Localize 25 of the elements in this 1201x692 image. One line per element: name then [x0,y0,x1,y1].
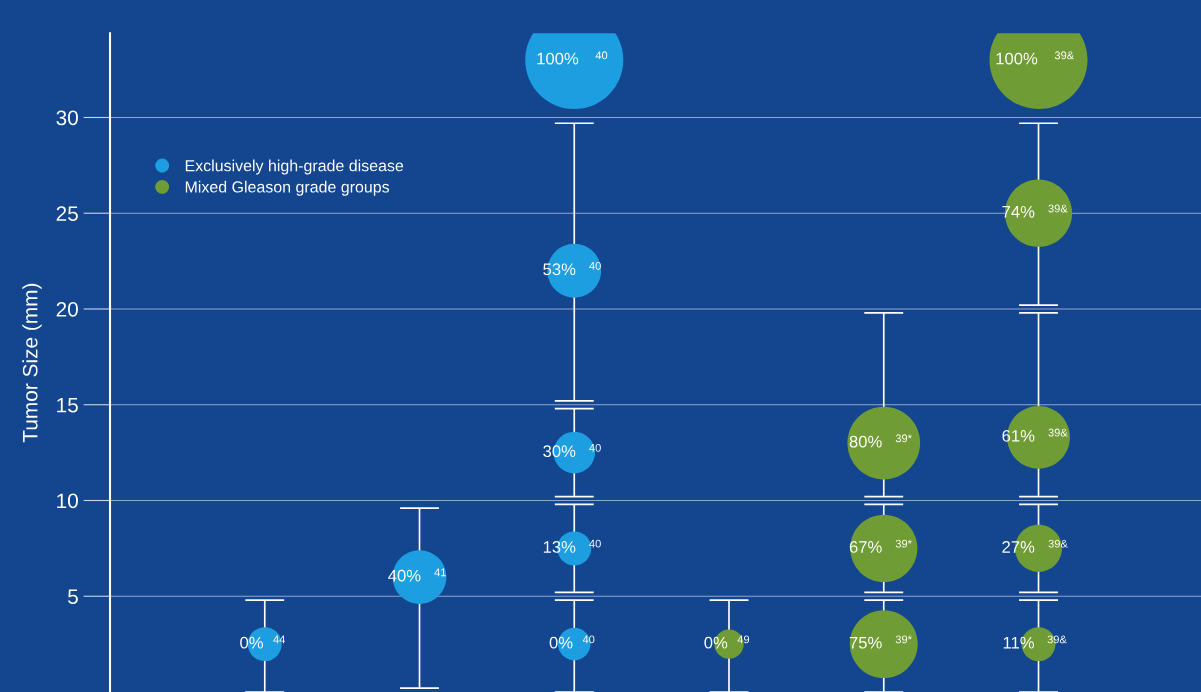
data-label: 11%39& [1003,635,1067,649]
data-label: 27%39& [1002,539,1068,553]
data-label: 74%39& [1002,204,1068,218]
data-label: 40%41 [388,568,446,582]
data-label: 0%44 [240,635,286,649]
data-label: 53%40 [543,262,601,276]
data-label: 0%40 [549,635,595,649]
data-label: 67%39* [849,539,912,553]
data-label: 75%39* [849,635,912,649]
y-tick-label: 5 [68,589,78,604]
data-label: 0%49 [704,635,750,649]
data-label: 61%39& [1002,428,1068,442]
data-label: 80%39* [849,434,912,448]
y-tick-label: 10 [57,493,78,509]
legend-label: Mixed Gleason grade groups [185,180,390,196]
data-label: 13%40 [543,539,601,553]
y-tick-label: 15 [57,397,78,413]
y-tick-label: 25 [56,206,78,221]
y-axis-title: Tumor Size (mm) [22,283,42,443]
data-label: 100%39& [996,51,1074,65]
y-tick-label: 30 [56,110,78,126]
y-tick-label: 20 [56,301,78,317]
data-label: 100%40 [537,51,608,65]
data-label: 30%40 [543,443,601,458]
legend-label: Exclusively high-grade disease [185,159,404,175]
